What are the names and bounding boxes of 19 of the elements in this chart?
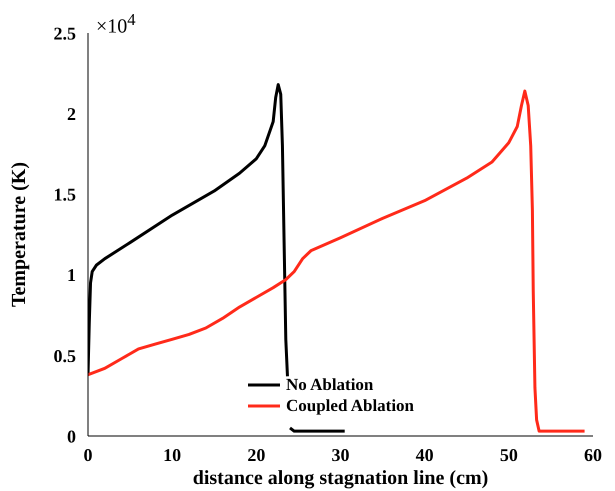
x-tick-label: 50 (500, 444, 518, 465)
y-tick-label: 2.5 (54, 23, 76, 44)
x-tick-label: 40 (416, 444, 434, 465)
line-series (88, 90, 586, 433)
y-axis-title: Temperature (K) (8, 162, 30, 307)
legend-label: No Ablation (286, 374, 374, 395)
y-tick-label: 0.5 (54, 346, 76, 366)
x-tick-label: 30 (332, 444, 350, 465)
x-axis-title: distance along stagnation line (cm) (192, 467, 488, 489)
y-tick-label: 2 (67, 104, 76, 124)
x-tick-label: 10 (163, 444, 182, 465)
y-tick-label: 1 (67, 265, 76, 286)
legend-label: Coupled Ablation (286, 395, 414, 416)
x-tick-label: 60 (584, 444, 602, 465)
annotation: ×10$^{4}$ (96, 10, 136, 39)
y-tick-label: 1.5 (54, 184, 76, 205)
x-tick-label: 20 (247, 444, 266, 465)
y-tick-label: 0 (67, 426, 76, 446)
x-tick-label: 0 (84, 444, 92, 465)
